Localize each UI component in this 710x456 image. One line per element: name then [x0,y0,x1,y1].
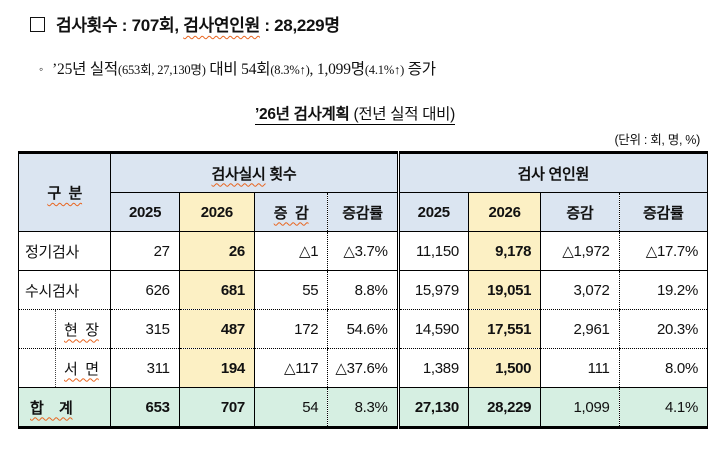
table-cell: 681 [178,270,255,310]
subline-seg1: ’25년 실적 [52,61,118,78]
table-cell: 17,551 [467,309,541,349]
table-cell: 55 [253,270,328,310]
subline-seg3: 대비 54회 [205,61,271,78]
table-cell: 194 [178,348,255,388]
table-cell: 3,072 [540,270,620,310]
table-cell: △117 [253,348,328,388]
table-cell: 4.1% [618,387,708,428]
table-cell: △17.7% [618,231,708,271]
table-cell: 27,130 [396,387,469,428]
row-label: 서 면 [17,348,111,388]
table-cell: 8.0% [618,348,708,388]
table-cell: 19.2% [618,270,708,310]
table-cell: 311 [110,348,180,388]
header-change-rate-left: 증감률 [327,192,399,232]
table-title-main: ’26년 검사계획 [255,106,350,123]
table-cell: 2,961 [540,309,620,349]
table-cell: 20.3% [618,309,708,349]
table-title-sub: (전년 실적 대비) [349,106,455,123]
table-cell: 1,099 [540,387,620,428]
inspection-plan-table: 구 분 검사실시 횟수 검사 연인원 2025 2026 증 감 증감률 202… [17,151,708,429]
row-occasional-inspection: 수시검사 626 681 55 8.8% 15,979 19,051 3,072… [17,270,708,310]
header-group-counts: 검사실시 횟수 [110,152,399,193]
table-cell: △37.6% [327,348,399,388]
summary-heading-spellcheck-word: 검사연인원 [183,16,260,35]
row-total: 합 계 653 707 54 8.3% 27,130 28,229 1,099 … [17,387,708,428]
total-label: 합 계 [17,387,111,428]
circle-bullet-icon: ◦ [39,62,44,76]
subline-seg7: 증가 [404,61,436,78]
table-cell: 54 [253,387,328,428]
header-group-persons: 검사 연인원 [396,152,708,193]
table-cell: 111 [540,348,620,388]
row-label: 현 장 [17,309,111,349]
table-cell: 15,979 [396,270,469,310]
header-change-rate-right: 증감률 [618,192,708,232]
table-cell: 11,150 [396,231,469,271]
table-cell: △1,972 [540,231,620,271]
table-cell: 172 [253,309,328,349]
table-cell: 653 [110,387,180,428]
header-change-left: 증 감 [253,192,328,232]
table-cell: 1,389 [396,348,469,388]
row-label: 정기검사 [17,231,111,271]
header-2025-left: 2025 [110,192,180,232]
header-2025-right: 2025 [396,192,469,232]
subline-seg6: (4.1%↑) [364,63,405,77]
table-cell: 19,051 [467,270,541,310]
table-cell: 1,500 [467,348,541,388]
summary-heading-prefix: 검사횟수 : 707회, [56,16,184,35]
row-label: 수시검사 [17,270,111,310]
row-regular-inspection: 정기검사 27 26 △1 △3.7% 11,150 9,178 △1,972 … [17,231,708,271]
table-cell: 487 [178,309,255,349]
header-corner: 구 분 [17,152,111,232]
table-cell: 707 [178,387,255,428]
header-row-groups: 구 분 검사실시 횟수 검사 연인원 [17,152,708,232]
table-cell: 8.3% [327,387,399,428]
row-onsite-inspection: 현 장 315 487 172 54.6% 14,590 17,551 2,96… [17,309,708,349]
header-2026-left: 2026 [178,192,255,232]
table-cell: 626 [110,270,180,310]
table-cell: 26 [178,231,255,271]
table-cell: 14,590 [396,309,469,349]
square-bullet-icon [30,17,45,32]
table-cell: △1 [253,231,328,271]
table-cell: 9,178 [467,231,541,271]
table-cell: 27 [110,231,180,271]
header-change-right: 증감 [540,192,620,232]
summary-heading: 검사횟수 : 707회, 검사연인원 : 28,229명 [30,11,710,36]
table-cell: 54.6% [327,309,399,349]
header-2026-right: 2026 [467,192,541,232]
summary-heading-suffix: : 28,229명 [259,16,340,35]
subline-seg2: (653회, 27,130명) [117,63,206,77]
table-cell: 315 [110,309,180,349]
row-document-inspection: 서 면 311 194 △117 △37.6% 1,389 1,500 111 … [17,348,708,388]
header-row-years: 2025 2026 증 감 증감률 2025 2026 증감 증감률 [19,192,708,232]
table-cell: 28,229 [467,387,541,428]
table-title: ’26년 검사계획 (전년 실적 대비) [0,102,710,125]
summary-subline: ◦ ’25년 실적(653회, 27,130명) 대비 54회(8.3%↑), 1… [39,57,710,79]
subline-seg5: , 1,099명 [309,61,365,78]
unit-label: (단위 : 회, 명, %) [614,133,700,147]
subline-seg4: (8.3%↑) [270,63,310,77]
table-cell: 8.8% [327,270,399,310]
table-cell: △3.7% [327,231,399,271]
